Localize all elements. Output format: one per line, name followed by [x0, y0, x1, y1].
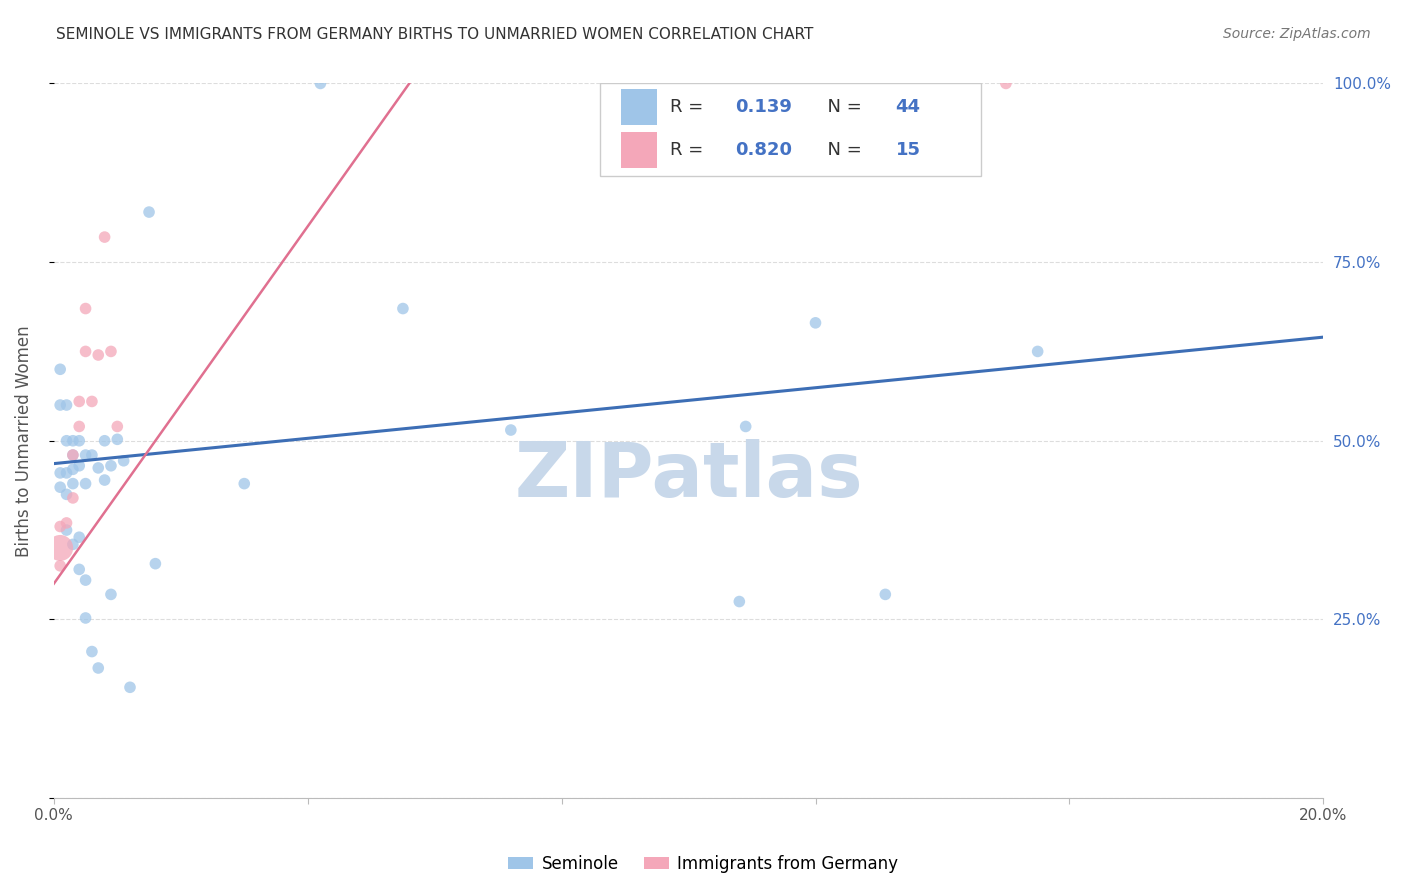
Point	[67, 419, 90, 434]
Point	[105, 433, 128, 447]
Point	[55, 434, 77, 448]
Point	[55, 466, 77, 480]
Point	[49, 519, 72, 533]
Point	[62, 434, 84, 448]
FancyBboxPatch shape	[600, 84, 980, 177]
Text: 15: 15	[896, 141, 921, 159]
Point	[87, 461, 110, 475]
Point	[80, 394, 103, 409]
Text: ZIPatlas: ZIPatlas	[515, 440, 863, 514]
FancyBboxPatch shape	[621, 132, 657, 168]
Point	[875, 587, 897, 601]
Point	[309, 77, 332, 91]
Point	[49, 541, 72, 555]
Point	[62, 491, 84, 505]
Point	[67, 562, 90, 576]
Point	[804, 316, 827, 330]
Point	[87, 661, 110, 675]
Point	[62, 448, 84, 462]
Point	[80, 448, 103, 462]
Text: 0.820: 0.820	[735, 141, 793, 159]
Point	[100, 587, 122, 601]
Text: SEMINOLE VS IMMIGRANTS FROM GERMANY BIRTHS TO UNMARRIED WOMEN CORRELATION CHART: SEMINOLE VS IMMIGRANTS FROM GERMANY BIRT…	[56, 27, 814, 42]
Text: N =: N =	[815, 98, 868, 116]
Point	[93, 473, 115, 487]
Point	[734, 419, 756, 434]
Point	[87, 348, 110, 362]
Point	[75, 344, 97, 359]
Point	[75, 448, 97, 462]
Legend: Seminole, Immigrants from Germany: Seminole, Immigrants from Germany	[502, 848, 904, 880]
Point	[55, 398, 77, 412]
Point	[75, 301, 97, 316]
Point	[100, 344, 122, 359]
FancyBboxPatch shape	[621, 89, 657, 125]
Point	[93, 434, 115, 448]
Point	[49, 398, 72, 412]
Text: R =: R =	[669, 98, 709, 116]
Y-axis label: Births to Unmarried Women: Births to Unmarried Women	[15, 325, 32, 557]
Point	[138, 205, 160, 219]
Point	[112, 454, 135, 468]
Point	[55, 487, 77, 501]
Point	[105, 419, 128, 434]
Point	[392, 301, 415, 316]
Point	[994, 77, 1017, 91]
Point	[233, 476, 256, 491]
Point	[62, 462, 84, 476]
Point	[55, 523, 77, 537]
Point	[75, 573, 97, 587]
Point	[67, 530, 90, 544]
Text: R =: R =	[669, 141, 709, 159]
Point	[499, 423, 522, 437]
Text: Source: ZipAtlas.com: Source: ZipAtlas.com	[1223, 27, 1371, 41]
Point	[55, 516, 77, 530]
Point	[62, 476, 84, 491]
Point	[118, 681, 141, 695]
Point	[67, 394, 90, 409]
Point	[62, 537, 84, 551]
Point	[49, 480, 72, 494]
Point	[75, 476, 97, 491]
Point	[62, 448, 84, 462]
Point	[145, 557, 167, 571]
Point	[75, 611, 97, 625]
Text: 44: 44	[896, 98, 921, 116]
Point	[728, 594, 751, 608]
Point	[49, 558, 72, 573]
Text: N =: N =	[815, 141, 868, 159]
Point	[100, 458, 122, 473]
Point	[49, 466, 72, 480]
Point	[67, 458, 90, 473]
Point	[67, 434, 90, 448]
Text: 0.139: 0.139	[735, 98, 793, 116]
Point	[80, 644, 103, 658]
Point	[93, 230, 115, 244]
Point	[49, 362, 72, 376]
Point	[1026, 344, 1049, 359]
